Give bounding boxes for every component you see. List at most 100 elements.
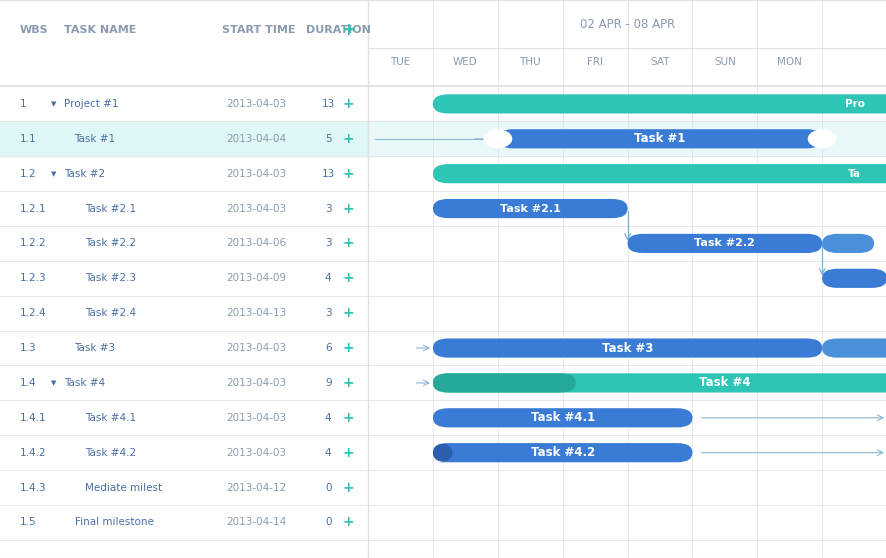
- FancyBboxPatch shape: [627, 234, 821, 253]
- Text: Task #4: Task #4: [698, 377, 750, 389]
- Bar: [368, 122, 886, 156]
- Text: TASK NAME: TASK NAME: [64, 25, 136, 35]
- Text: 1.4.2: 1.4.2: [19, 448, 46, 458]
- Text: 1.4.1: 1.4.1: [19, 413, 46, 423]
- Text: 2013-04-09: 2013-04-09: [226, 273, 286, 283]
- Text: +: +: [342, 480, 354, 494]
- Text: WED: WED: [453, 57, 478, 68]
- Text: 6: 6: [324, 343, 331, 353]
- FancyBboxPatch shape: [821, 339, 886, 358]
- Text: 1.2: 1.2: [19, 169, 36, 179]
- Text: Final milestone: Final milestone: [74, 517, 153, 527]
- FancyBboxPatch shape: [432, 199, 627, 218]
- FancyBboxPatch shape: [821, 234, 873, 253]
- Text: Task #2.1: Task #2.1: [85, 204, 136, 214]
- Text: Task #3: Task #3: [74, 343, 115, 353]
- Text: 2013-04-03: 2013-04-03: [226, 378, 286, 388]
- FancyBboxPatch shape: [432, 373, 575, 392]
- Text: 2013-04-03: 2013-04-03: [226, 413, 286, 423]
- Text: TUE: TUE: [390, 57, 410, 68]
- Text: 9: 9: [324, 378, 331, 388]
- Text: Task #1: Task #1: [633, 132, 685, 145]
- Text: +: +: [342, 132, 354, 146]
- Text: Task #3: Task #3: [602, 341, 652, 354]
- Text: +: +: [342, 341, 354, 355]
- Text: 1.2.3: 1.2.3: [19, 273, 46, 283]
- Text: Task #2.1: Task #2.1: [499, 204, 560, 214]
- FancyBboxPatch shape: [432, 164, 886, 183]
- Text: START TIME: START TIME: [222, 25, 295, 35]
- Text: 3: 3: [324, 308, 331, 318]
- Text: 5: 5: [324, 134, 331, 144]
- Text: Task #4.1: Task #4.1: [530, 411, 595, 424]
- Text: ▼: ▼: [51, 101, 57, 107]
- Text: 1.3: 1.3: [19, 343, 36, 353]
- Text: 02 APR - 08 APR: 02 APR - 08 APR: [579, 18, 674, 31]
- Text: 2013-04-14: 2013-04-14: [226, 517, 286, 527]
- Text: 2013-04-03: 2013-04-03: [226, 99, 286, 109]
- Text: SUN: SUN: [713, 57, 735, 68]
- Text: Task #4.2: Task #4.2: [530, 446, 595, 459]
- Text: 1: 1: [19, 99, 26, 109]
- Text: 1.4: 1.4: [19, 378, 36, 388]
- FancyBboxPatch shape: [432, 408, 692, 427]
- Text: 2013-04-03: 2013-04-03: [226, 169, 286, 179]
- Circle shape: [484, 130, 511, 147]
- Text: Task #2.2: Task #2.2: [694, 238, 755, 248]
- Text: Task #2.3: Task #2.3: [85, 273, 136, 283]
- Text: ▼: ▼: [51, 380, 57, 386]
- Text: 0: 0: [324, 483, 331, 493]
- Text: 4: 4: [324, 273, 331, 283]
- FancyBboxPatch shape: [821, 269, 886, 288]
- Text: Mediate milest: Mediate milest: [85, 483, 162, 493]
- Text: +: +: [342, 376, 354, 390]
- Text: 1.2.4: 1.2.4: [19, 308, 46, 318]
- Text: +: +: [342, 306, 354, 320]
- Text: 2013-04-03: 2013-04-03: [226, 448, 286, 458]
- Text: Task #2.4: Task #2.4: [85, 308, 136, 318]
- Text: Task #4.2: Task #4.2: [85, 448, 136, 458]
- Text: Task #1: Task #1: [74, 134, 115, 144]
- Text: 13: 13: [322, 99, 334, 109]
- Circle shape: [807, 130, 835, 147]
- Text: Project #1: Project #1: [64, 99, 118, 109]
- Text: THU: THU: [519, 57, 540, 68]
- Text: +: +: [341, 21, 355, 39]
- Text: 2013-04-12: 2013-04-12: [226, 483, 286, 493]
- Text: 2013-04-03: 2013-04-03: [226, 204, 286, 214]
- FancyBboxPatch shape: [432, 339, 821, 358]
- FancyBboxPatch shape: [432, 443, 692, 462]
- Text: Ta: Ta: [847, 169, 860, 179]
- Text: +: +: [342, 446, 354, 460]
- Text: Pro: Pro: [843, 99, 864, 109]
- Text: 1.1: 1.1: [19, 134, 36, 144]
- Text: 1.5: 1.5: [19, 517, 36, 527]
- FancyBboxPatch shape: [432, 94, 886, 113]
- Text: WBS: WBS: [19, 25, 48, 35]
- Text: 4: 4: [324, 448, 331, 458]
- Text: 3: 3: [324, 204, 331, 214]
- Text: +: +: [342, 167, 354, 181]
- Text: ▼: ▼: [51, 171, 57, 177]
- Text: Task #2.2: Task #2.2: [85, 238, 136, 248]
- Text: 2013-04-06: 2013-04-06: [226, 238, 286, 248]
- FancyBboxPatch shape: [432, 373, 886, 392]
- Text: DURATION: DURATION: [306, 25, 370, 35]
- Bar: [0, 122, 368, 156]
- Text: 2013-04-04: 2013-04-04: [226, 134, 286, 144]
- Text: 1.2.1: 1.2.1: [19, 204, 46, 214]
- Text: 2013-04-03: 2013-04-03: [226, 343, 286, 353]
- Text: +: +: [342, 97, 354, 111]
- Text: +: +: [342, 411, 354, 425]
- Text: Task #4.1: Task #4.1: [85, 413, 136, 423]
- Text: Task #4: Task #4: [64, 378, 105, 388]
- Text: 0: 0: [324, 517, 331, 527]
- Text: +: +: [342, 237, 354, 251]
- Text: +: +: [342, 516, 354, 530]
- Text: MON: MON: [776, 57, 801, 68]
- FancyBboxPatch shape: [497, 129, 821, 148]
- Text: +: +: [342, 201, 354, 215]
- Text: 3: 3: [324, 238, 331, 248]
- Text: 4: 4: [324, 413, 331, 423]
- Text: 13: 13: [322, 169, 334, 179]
